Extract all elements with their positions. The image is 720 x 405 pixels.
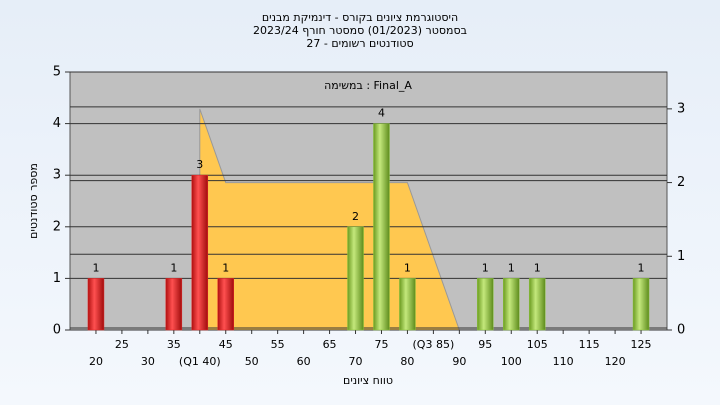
- bar: [373, 123, 390, 331]
- title-line: סטודנטים רשומים - 27: [306, 37, 413, 50]
- value-label: 1: [404, 261, 411, 274]
- bar: [87, 278, 105, 331]
- bar: [165, 278, 183, 331]
- annotation: במשימה : Final_A: [324, 79, 412, 92]
- bar: [632, 278, 650, 331]
- value-label: 1: [222, 261, 229, 274]
- bar: [347, 226, 364, 331]
- x-tick-label: 120: [605, 355, 626, 368]
- x-tick-label: 105: [527, 338, 548, 351]
- value-label: 1: [508, 261, 515, 274]
- x-tick-label: 25: [115, 338, 129, 351]
- y-tick-label: 3: [53, 168, 61, 183]
- y2-tick-label: 3: [677, 101, 685, 116]
- bar: [217, 278, 234, 331]
- value-label: 1: [170, 261, 177, 274]
- y-tick-label: 4: [53, 116, 61, 131]
- x-tick-label: (Q3 85): [413, 338, 455, 351]
- x-tick-label: 125: [631, 338, 652, 351]
- y-tick-label: 1: [53, 271, 61, 286]
- value-label: 1: [534, 261, 541, 274]
- x-tick-label: 110: [553, 355, 574, 368]
- x-axis-label: טווח ציונים: [343, 374, 393, 387]
- x-tick-label: 50: [245, 355, 259, 368]
- bar: [477, 278, 494, 331]
- x-tick-label: 35: [167, 338, 181, 351]
- y-tick-label: 2: [53, 219, 61, 234]
- bar: [503, 278, 520, 331]
- bar: [528, 278, 546, 331]
- x-tick-label: 30: [141, 355, 155, 368]
- x-tick-label: 90: [452, 355, 466, 368]
- title-line: היסטוגרמת ציונים בקורס - דינמיקת מבנים: [262, 11, 458, 24]
- y-tick-label: 0: [53, 323, 61, 338]
- x-tick-label: (Q1 40): [179, 355, 221, 368]
- bar: [399, 278, 416, 331]
- x-tick-label: 70: [349, 355, 363, 368]
- value-label: 2: [352, 210, 359, 223]
- x-tick-label: 55: [271, 338, 285, 351]
- y2-tick-label: 0: [677, 323, 685, 338]
- y2-tick-label: 2: [677, 175, 685, 190]
- value-label: 4: [378, 107, 385, 120]
- y-tick-label: 5: [53, 65, 61, 80]
- bar: [191, 174, 209, 331]
- x-tick-label: 45: [219, 338, 233, 351]
- x-tick-label: 115: [579, 338, 600, 351]
- value-label: 1: [482, 261, 489, 274]
- x-tick-label: 20: [89, 355, 103, 368]
- title-line: בסמסטר (01/2023) סמסטר חורף 2023/24: [253, 24, 467, 37]
- y-axis-label: מספר סטודנטים: [27, 163, 40, 239]
- y2-tick-label: 1: [677, 249, 685, 264]
- x-tick-label: 60: [297, 355, 311, 368]
- x-tick-label: 75: [374, 338, 388, 351]
- x-tick-label: 80: [400, 355, 414, 368]
- value-label: 1: [92, 261, 99, 274]
- x-tick-label: 95: [478, 338, 492, 351]
- value-label: 1: [638, 261, 645, 274]
- x-tick-label: 100: [501, 355, 522, 368]
- x-tick-label: 65: [323, 338, 337, 351]
- value-label: 3: [196, 158, 203, 171]
